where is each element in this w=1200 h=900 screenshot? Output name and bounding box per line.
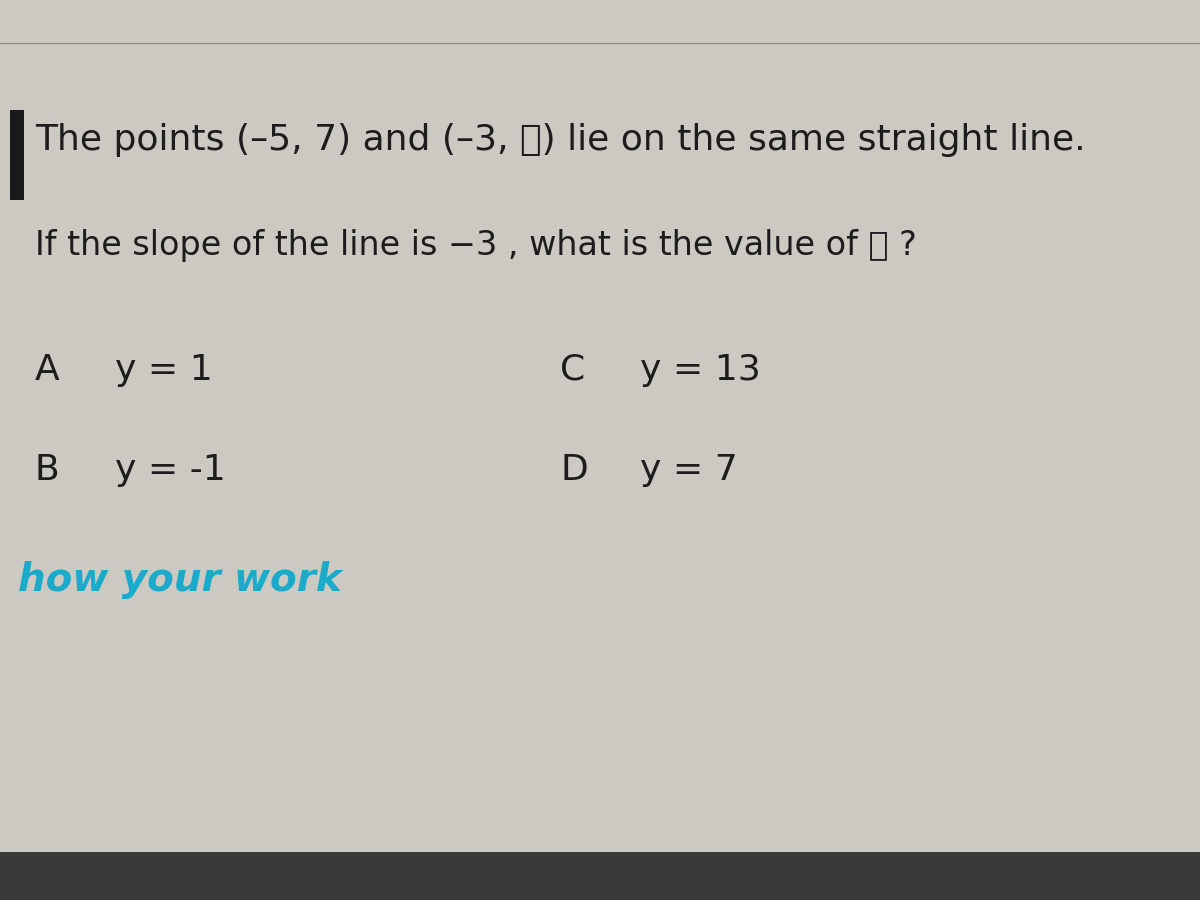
Text: B: B [35,453,60,487]
Text: The points (–5, 7) and (–3, ｙ) lie on the same straight line.: The points (–5, 7) and (–3, ｙ) lie on th… [35,123,1086,157]
Text: y = 1: y = 1 [115,353,212,387]
Text: y = 13: y = 13 [640,353,761,387]
Text: If the slope of the line is −3 , what is the value of ｙ ?: If the slope of the line is −3 , what is… [35,229,917,262]
Text: A: A [35,353,60,387]
Text: y = 7: y = 7 [640,453,738,487]
Text: D: D [560,453,588,487]
Text: y = -1: y = -1 [115,453,226,487]
Text: C: C [560,353,586,387]
Bar [10,110,24,200]
Bar [0,852,1200,900]
Text: how your work: how your work [18,561,342,599]
